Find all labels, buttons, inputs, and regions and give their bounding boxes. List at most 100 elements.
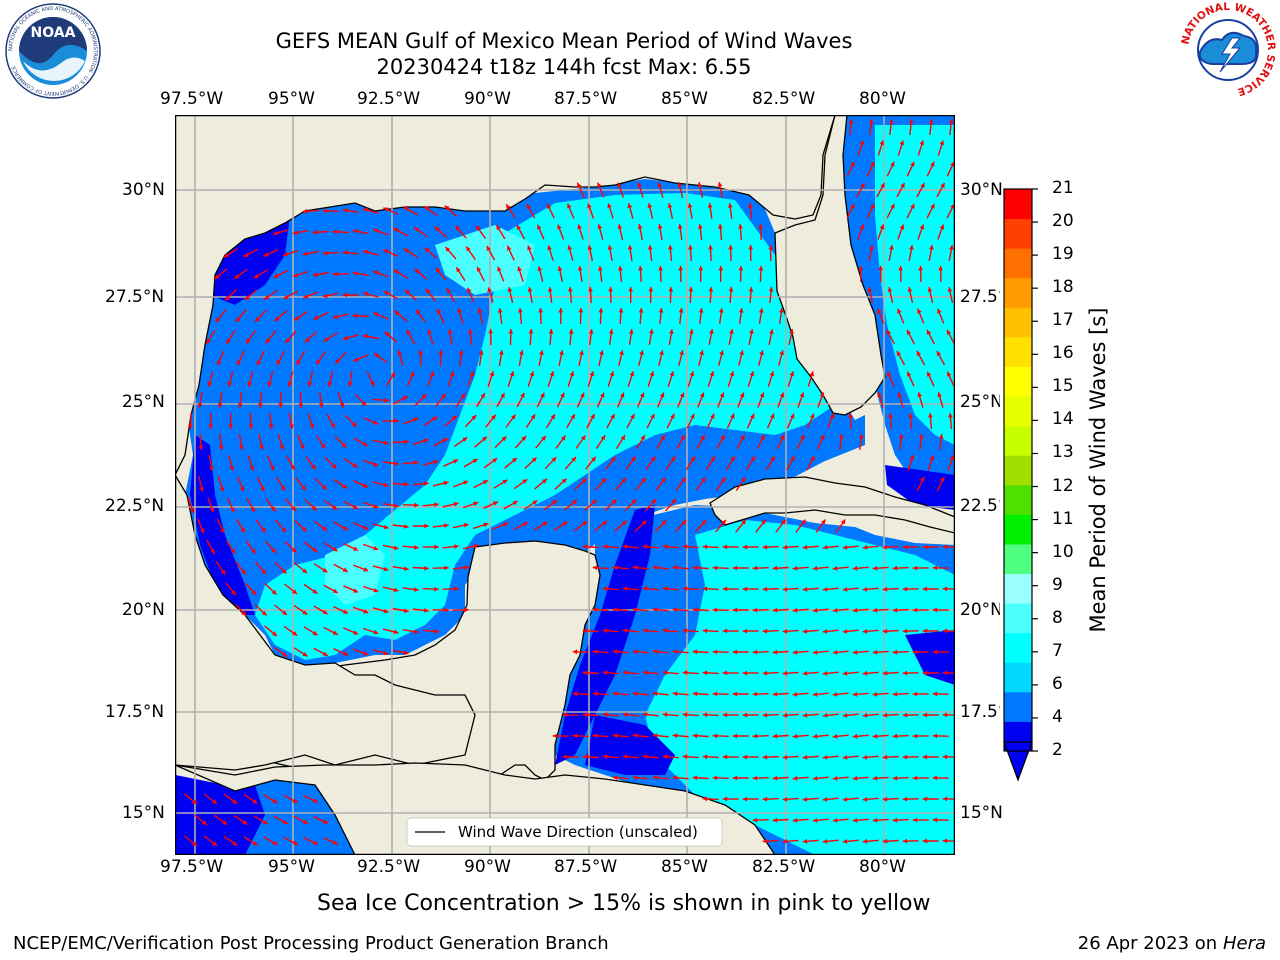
wind-wave-arrowhead <box>658 308 664 313</box>
wind-wave-arrowhead <box>932 817 938 823</box>
wind-wave-arrowhead <box>892 565 898 571</box>
wind-wave-arrowhead <box>651 499 657 504</box>
wind-wave-arrowhead <box>548 329 554 334</box>
wind-wave-arrowhead <box>697 224 703 229</box>
wind-wave-arrowhead <box>258 403 263 408</box>
wind-wave-arrowhead <box>752 775 758 781</box>
wind-wave-arrowhead <box>302 251 308 256</box>
wind-wave-arrowhead <box>259 445 264 450</box>
footer-right: 26 Apr 2023 on Hera <box>1078 933 1266 954</box>
wind-wave-arrowhead <box>942 796 948 802</box>
colorbar-tick-label: 17 <box>1052 310 1074 331</box>
wind-wave-arrowhead <box>547 203 552 209</box>
wind-wave-arrowhead <box>862 544 868 550</box>
wind-wave-arrowhead <box>592 691 598 697</box>
wind-wave-arrowhead <box>217 403 223 408</box>
wind-wave-arrowhead <box>352 228 358 234</box>
wind-wave-arrowhead <box>719 350 724 356</box>
wind-wave-arrowhead <box>480 393 485 399</box>
wind-wave-arrowhead <box>842 545 848 550</box>
wind-wave-arrowhead <box>268 424 274 429</box>
wind-wave-arrowhead <box>189 507 195 513</box>
wind-wave-arrowhead <box>229 465 234 471</box>
colorbar-band <box>1004 455 1032 486</box>
wind-wave-arrowhead <box>812 692 818 697</box>
wind-wave-arrowhead <box>301 526 307 532</box>
lat-label-left: 22.5°N <box>105 496 165 516</box>
wind-wave-arrowhead <box>782 670 788 676</box>
wind-wave-arrowhead <box>353 588 358 593</box>
wind-wave-arrowhead <box>292 631 298 636</box>
wind-wave-arrowhead <box>291 506 296 512</box>
wind-wave-arrowhead <box>702 628 708 634</box>
wind-wave-arrowhead <box>261 569 267 574</box>
wind-wave-arrowhead <box>738 224 743 229</box>
wind-wave-arrowhead <box>902 586 908 592</box>
wind-wave-arrowhead <box>641 520 647 526</box>
wind-wave-arrowhead <box>622 754 628 759</box>
wind-wave-arrowhead <box>668 245 673 250</box>
wind-wave-arrowhead <box>332 229 338 235</box>
wind-wave-arrowhead <box>481 436 487 442</box>
wind-wave-arrowhead <box>879 140 885 146</box>
wind-wave-arrowhead <box>800 434 805 440</box>
wind-wave-arrowhead <box>558 308 564 313</box>
wind-wave-arrowhead <box>228 424 234 429</box>
lat-label-left: 25°N <box>122 392 165 412</box>
wind-wave-arrowhead <box>444 523 449 528</box>
wind-wave-arrowhead <box>681 477 686 483</box>
wind-wave-arrowhead <box>444 565 449 571</box>
wind-wave-arrowhead <box>446 288 451 293</box>
wind-wave-arrowhead <box>862 628 868 634</box>
wind-wave-arrowhead <box>313 315 319 320</box>
wind-wave-arrowhead <box>829 413 835 419</box>
wind-wave-arrowhead <box>278 403 283 408</box>
wind-wave-arrowhead <box>819 392 825 398</box>
wind-wave-arrowhead <box>802 712 808 718</box>
wind-wave-arrowhead <box>741 519 746 525</box>
colorbar-tick-label: 6 <box>1052 673 1063 694</box>
wind-wave-arrowhead <box>352 504 358 509</box>
wind-wave-arrowhead <box>688 287 694 292</box>
wind-wave-arrowhead <box>235 317 241 322</box>
wind-wave-arrowhead <box>749 371 755 377</box>
wind-wave-arrowhead <box>220 569 226 575</box>
wave-4-6s-gulf <box>255 193 835 660</box>
wind-wave-arrowhead <box>517 266 522 272</box>
wind-wave-arrowhead <box>897 308 902 314</box>
wind-wave-arrowhead <box>562 521 568 526</box>
wind-wave-arrowhead <box>867 287 873 292</box>
legend-label: Wind Wave Direction (unscaled) <box>458 823 698 841</box>
wind-wave-arrowhead <box>434 544 439 550</box>
wind-wave-arrowhead <box>850 161 855 167</box>
wind-wave-arrowhead <box>892 649 898 655</box>
lat-label-right: 27.5°N <box>960 287 1000 307</box>
wind-wave-arrowhead <box>466 246 471 252</box>
wind-wave-arrowhead <box>353 357 359 362</box>
wind-wave-arrowhead <box>342 292 348 298</box>
wind-wave-arrowhead <box>383 524 389 530</box>
wind-wave-arrowhead <box>427 329 432 335</box>
wind-wave-arrowhead <box>862 754 868 760</box>
wind-wave-arrowhead <box>569 371 575 377</box>
wind-wave-arrowhead <box>690 413 695 419</box>
wind-wave-arrowhead <box>702 754 708 760</box>
wind-wave-arrowhead <box>567 203 572 209</box>
wind-wave-arrowhead <box>441 393 446 399</box>
wind-wave-arrowhead <box>928 119 934 124</box>
wind-wave-arrowhead <box>304 337 310 343</box>
wind-wave-arrowhead <box>912 733 918 739</box>
wind-wave-arrowhead <box>339 402 345 408</box>
wind-wave-arrowhead <box>252 799 258 804</box>
noaa-logo-text: NOAA <box>31 25 76 41</box>
wind-wave-arrowhead <box>659 392 665 398</box>
wind-wave-arrowhead <box>538 308 543 313</box>
wind-wave-arrowhead <box>792 607 798 613</box>
wind-wave-arrowhead <box>932 733 938 739</box>
wind-wave-arrowhead <box>609 371 615 377</box>
wind-wave-arrowhead <box>302 651 308 657</box>
wind-wave-arrowhead <box>230 548 236 554</box>
wind-wave-arrowhead <box>332 630 338 635</box>
colorbar-band <box>1004 189 1032 220</box>
wind-wave-arrowhead <box>712 649 718 655</box>
